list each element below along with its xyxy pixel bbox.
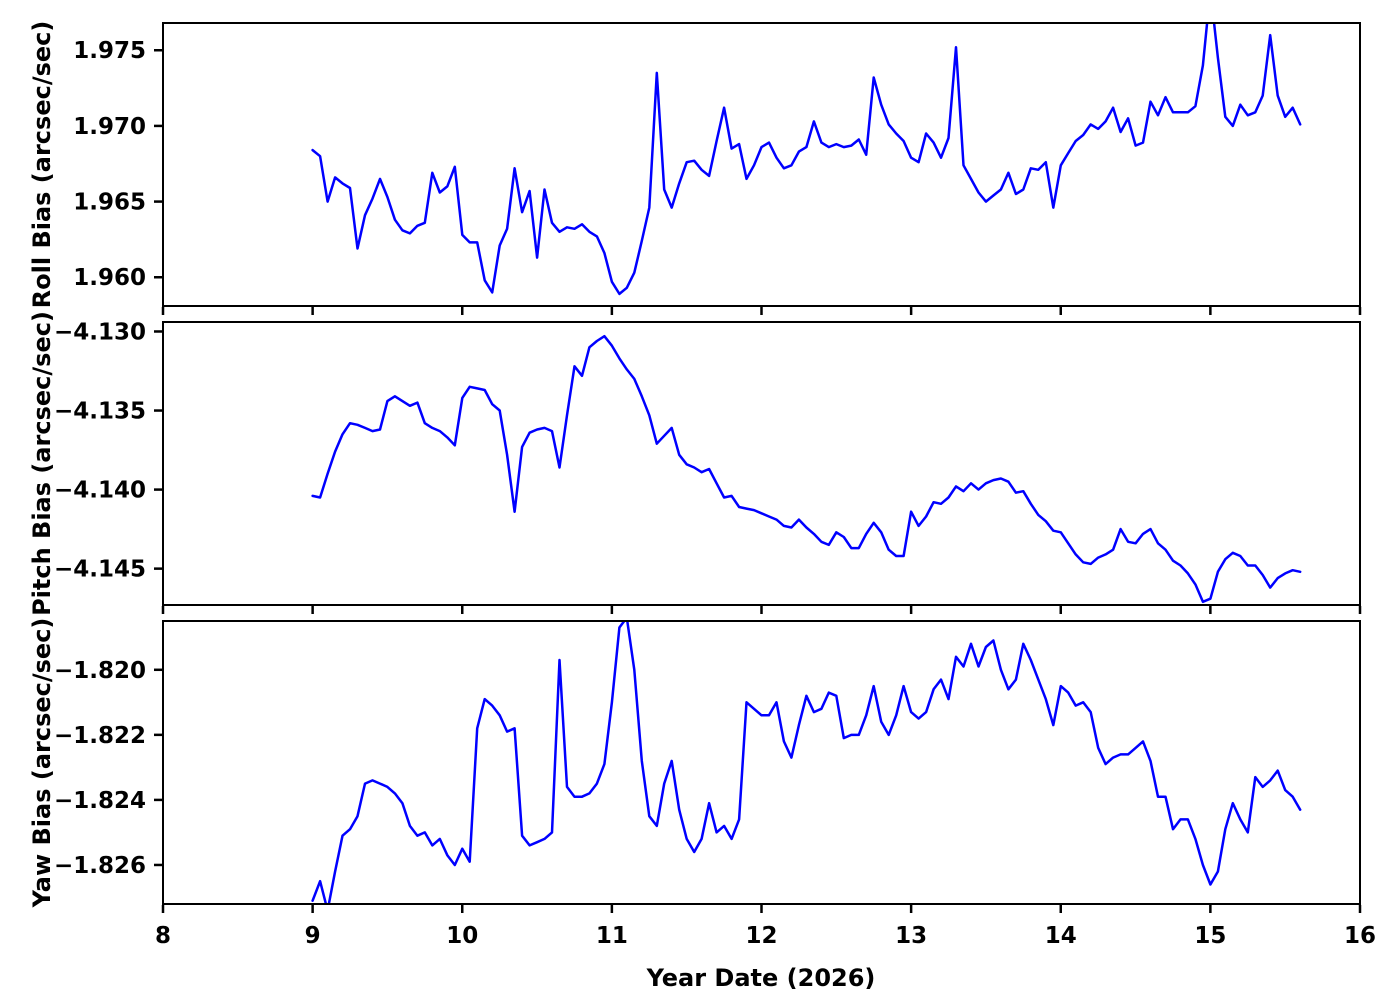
pitch-bias-y-tick-label: −4.140: [54, 478, 146, 504]
pitch-bias-y-tick-label: −4.130: [54, 319, 146, 345]
pitch-y-axis-label: Pitch Bias (arcsec/sec): [28, 311, 56, 616]
x-tick-label: 13: [895, 923, 927, 949]
yaw-bias-y-tick-label: −1.820: [54, 658, 146, 684]
x-tick-label: 11: [596, 923, 628, 949]
roll-y-axis-label: Roll Bias (arcsec/sec): [28, 21, 56, 309]
x-tick-label: 10: [446, 923, 478, 949]
roll-bias-y-tick-label: 1.970: [73, 114, 146, 140]
x-axis-label: Year Date (2026): [646, 964, 876, 992]
yaw-bias-y-tick-label: −1.826: [54, 853, 146, 879]
pitch-bias-y-tick-label: −4.135: [54, 399, 146, 425]
roll-bias-y-tick-label: 1.965: [73, 190, 146, 216]
pitch-bias-line: [311, 334, 1302, 604]
x-tick-label: 8: [155, 923, 171, 949]
roll-bias-y-tick-label: 1.975: [73, 38, 146, 64]
yaw-bias-y-tick-label: −1.822: [54, 723, 146, 749]
roll-bias-line: [311, 23, 1302, 296]
pitch-bias-y-tick-label: −4.145: [54, 557, 146, 583]
x-tick-label: 15: [1194, 923, 1226, 949]
x-tick-label: 9: [305, 923, 321, 949]
yaw-bias-y-tick-label: −1.824: [54, 788, 146, 814]
x-tick-label: 16: [1344, 923, 1376, 949]
yaw-y-axis-label: Yaw Bias (arcsec/sec): [28, 618, 56, 909]
x-tick-label: 12: [745, 923, 777, 949]
yaw-bias-axes-frame: [162, 620, 1361, 905]
x-tick-label: 14: [1045, 923, 1077, 949]
roll-bias-axes-frame: [162, 22, 1361, 307]
yaw-bias-line: [311, 621, 1302, 904]
roll-bias-y-tick-label: 1.960: [73, 265, 146, 291]
pitch-bias-axes-frame: [162, 321, 1361, 606]
